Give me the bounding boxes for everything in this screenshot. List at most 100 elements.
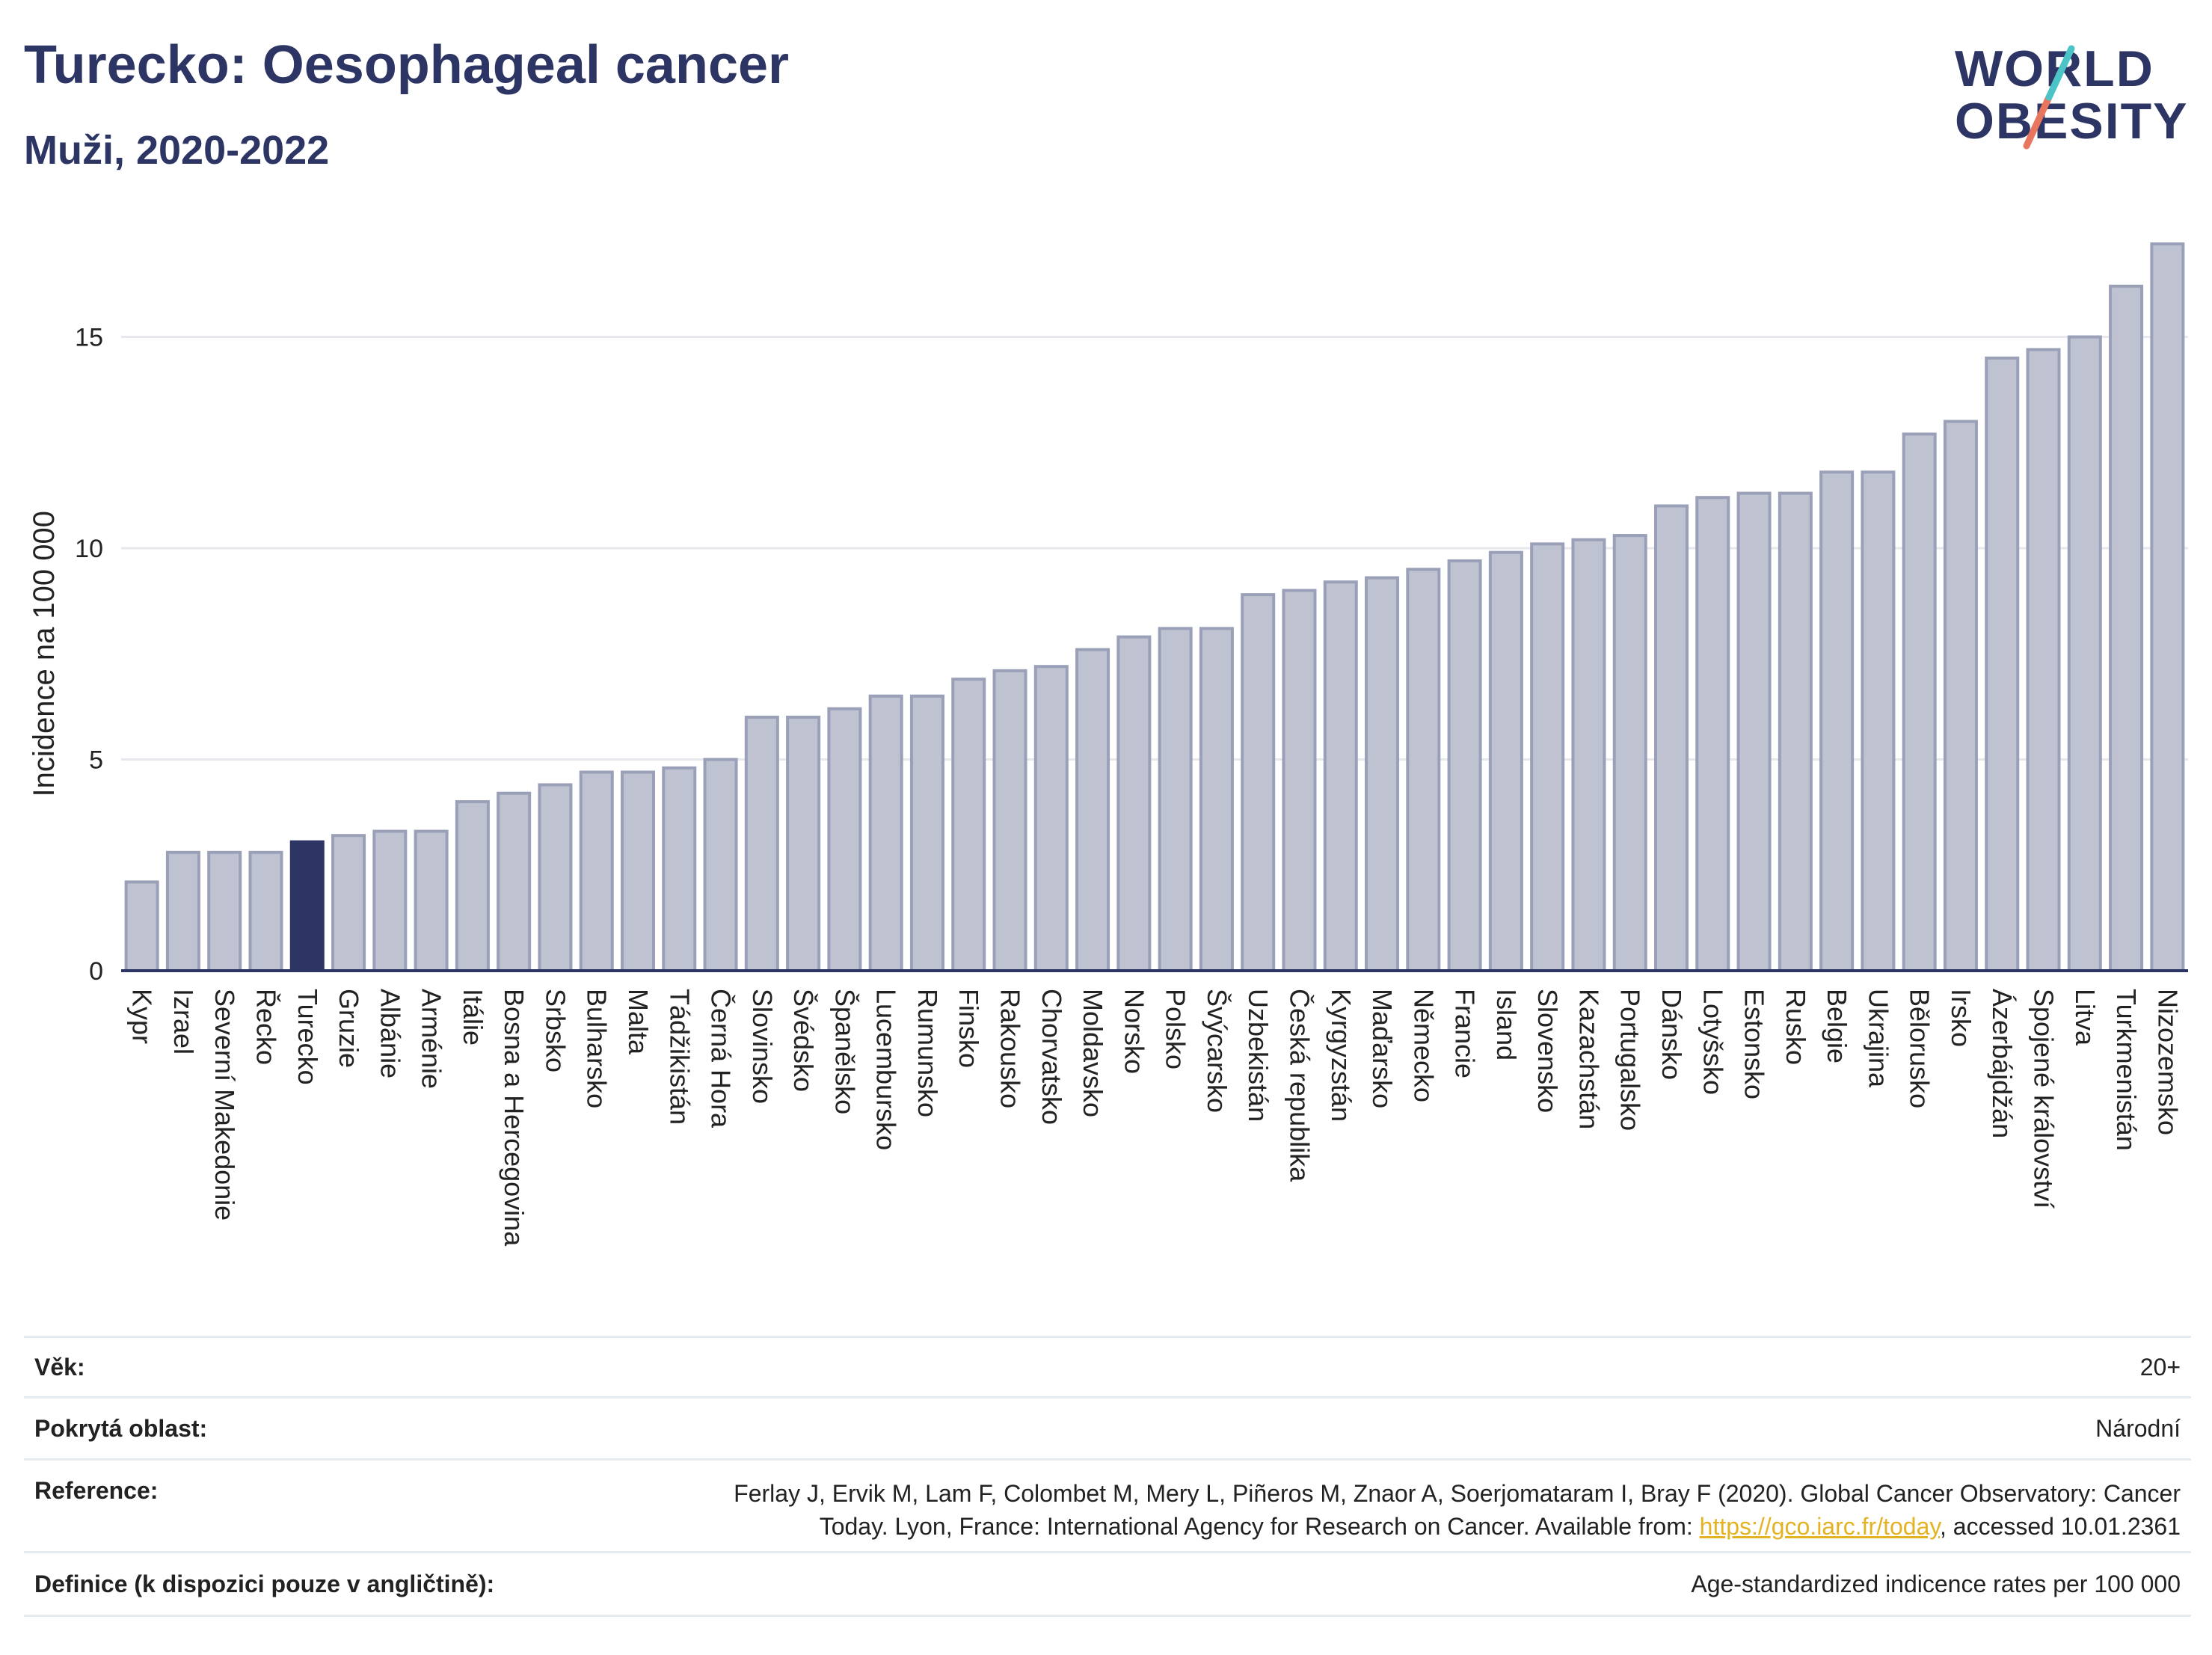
x-tick-label: Nizozemsko [2152, 989, 2183, 1135]
bar [1406, 568, 1441, 972]
reference-text-3: , accessed 10.01.2361 [1939, 1513, 2181, 1540]
x-tick-label: Spojené království [2029, 989, 2059, 1209]
bar [1695, 496, 1730, 972]
y-axis-label: Incidence na 100 000 [28, 511, 61, 797]
x-tick-label: Dánsko [1656, 989, 1687, 1080]
chart-subtitle: Muži, 2020-2022 [24, 128, 330, 173]
reference-link[interactable]: https://gco.iarc.fr/today [1699, 1513, 1940, 1540]
bar [1612, 534, 1647, 972]
area-label: Pokrytá oblast: [34, 1414, 208, 1442]
bar [165, 850, 200, 973]
bar [827, 707, 862, 972]
x-tick-label: Černá Hora [706, 989, 737, 1129]
bar [2067, 335, 2102, 972]
x-tick-label: Turecko [292, 989, 323, 1085]
bar [2109, 284, 2144, 972]
bar [1033, 665, 1069, 972]
x-tick-label: Slovinsko [747, 989, 778, 1104]
x-tick-label: Ázerbájdžán [1987, 989, 2018, 1138]
x-tick-label: Uzbekistán [1243, 989, 1274, 1122]
bar [1158, 627, 1193, 972]
info-row-age: Věk: 20+ [24, 1336, 2191, 1396]
bar [538, 783, 573, 973]
bar [786, 716, 821, 972]
area-value: Národní [2095, 1415, 2181, 1442]
bar [1653, 504, 1689, 972]
x-tick-label: Turkmenistán [2111, 989, 2142, 1151]
x-tick-label: Španělsko [829, 989, 860, 1114]
info-row-definition: Definice (k dispozici pouze v angličtině… [24, 1551, 2191, 1617]
x-tick-label: Norsko [1119, 989, 1149, 1074]
bar [1943, 420, 1978, 972]
logo-line2: OBESITY [1955, 93, 2189, 150]
x-tick-label: Francie [1450, 989, 1481, 1078]
x-tick-label: Malta [623, 989, 654, 1055]
x-tick-label: Lucembursko [871, 989, 902, 1150]
x-tick-label: Rakousko [995, 989, 1026, 1108]
bar [124, 880, 159, 972]
bar [207, 850, 242, 973]
bar [2150, 242, 2185, 972]
x-tick-label: Kazachstán [1573, 989, 1604, 1129]
bar [909, 694, 944, 972]
bar [951, 678, 986, 973]
bar [1199, 627, 1234, 972]
bar [1819, 470, 1855, 972]
x-tick-label: Rusko [1781, 989, 1811, 1065]
bar [1571, 538, 1606, 972]
bar [1778, 491, 1813, 972]
x-tick-label: Srbsko [540, 989, 571, 1072]
x-tick-label: Řecko [251, 989, 281, 1065]
info-table: Věk: 20+ Pokrytá oblast: Národní Referen… [24, 1336, 2191, 1617]
age-label: Věk: [34, 1353, 85, 1381]
x-tick-label: Polsko [1161, 989, 1191, 1069]
chart-title: Turecko: Oesophageal cancer [24, 35, 790, 95]
bar [1282, 589, 1317, 972]
bar [703, 758, 738, 972]
x-tick-label: Švýcarsko [1202, 989, 1232, 1113]
bar [248, 850, 283, 973]
x-tick-label: Izrael [168, 989, 199, 1054]
world-obesity-logo: WORLD OBESITY [1952, 22, 2199, 165]
bar [331, 834, 366, 972]
x-tick-label: Bulharsko [582, 989, 612, 1108]
bar [1985, 356, 2020, 972]
bar [289, 840, 325, 973]
bar [620, 770, 656, 972]
bar [414, 829, 449, 973]
x-tick-label: Kyrgyzstán [1326, 989, 1357, 1122]
x-tick-label: Litva [2070, 989, 2101, 1046]
x-tick-label: Slovensko [1532, 989, 1563, 1113]
x-tick-label: Finsko [953, 989, 984, 1068]
bar [1736, 491, 1772, 972]
bar [992, 669, 1027, 972]
x-tick-label: Maďarsko [1367, 989, 1398, 1108]
x-tick-label: Česká republika [1284, 989, 1315, 1182]
reference-value: Ferlay J, Ervik M, Lam F, Colombet M, Me… [734, 1477, 2191, 1543]
x-tick-label: Gruzie [334, 989, 364, 1068]
x-tick-label: Kypr [127, 989, 158, 1044]
bar [1488, 550, 1523, 972]
bar [1116, 635, 1152, 973]
reference-label: Reference: [34, 1477, 159, 1504]
x-tick-label: Rumunsko [912, 989, 943, 1117]
bar [579, 770, 614, 972]
info-row-area: Pokrytá oblast: Národní [24, 1396, 2191, 1458]
x-tick-label: Bělorusko [1905, 989, 1935, 1108]
bar [1365, 576, 1400, 972]
bar [497, 791, 532, 972]
bar [868, 694, 903, 972]
age-value: 20+ [2139, 1354, 2181, 1381]
x-tick-label: Německo [1408, 989, 1439, 1102]
definition-label: Definice (k dispozici pouze v angličtině… [34, 1570, 495, 1597]
bar [744, 716, 779, 972]
bar [1241, 593, 1276, 973]
x-tick-label: Portugalsko [1615, 989, 1646, 1131]
bar-chart: 0 5 10 15 Incidence na 100 000 Kypr Izrael Seve… [28, 242, 2188, 1247]
y-tick-label: 15 [75, 324, 103, 352]
x-tick-label: Tádžikistán [664, 989, 695, 1125]
x-tick-label: Švédsko [788, 989, 819, 1092]
y-tick-label: 5 [89, 746, 103, 775]
x-tick-label: Severní Makedonie [209, 989, 240, 1220]
x-tick-label: Irsko [1946, 989, 1976, 1047]
